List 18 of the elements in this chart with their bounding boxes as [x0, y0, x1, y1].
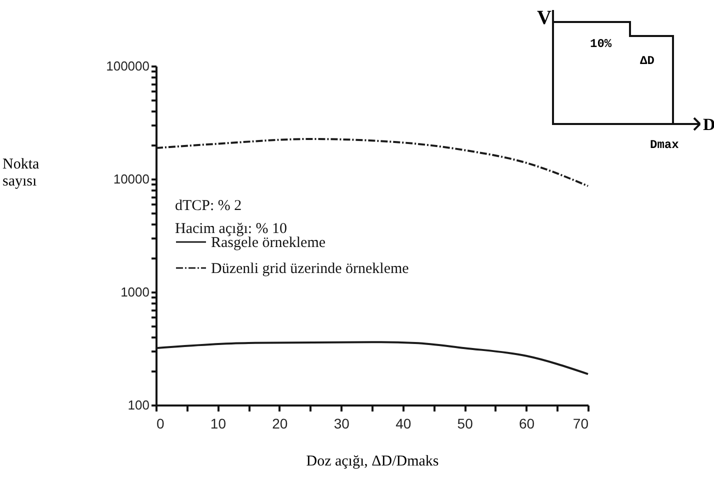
x-tick-label: 20	[272, 416, 288, 432]
y-tick-label: 10000	[113, 172, 150, 186]
x-tick-label: 70	[572, 416, 589, 432]
legend-label: Rasgele örnekleme	[211, 235, 326, 251]
annotation: dTCP: % 2	[175, 198, 242, 214]
annotation: Hacim açığı: % 10	[175, 221, 288, 237]
x-tick-label: 50	[457, 416, 474, 432]
x-tick-label: 60	[518, 416, 535, 432]
legend-label: Düzenli grid üzerinde örnekleme	[211, 261, 410, 277]
x-axis-title: Doz açığı, ΔD/Dmaks	[306, 454, 439, 470]
x-tick-label: 0	[156, 416, 164, 432]
y-tick-label: 100	[128, 398, 150, 412]
x-tick-label: 10	[210, 416, 226, 432]
y-tick-label: 100000	[106, 58, 150, 74]
y-tick-label: 1000	[120, 284, 150, 300]
y-axis-title: Nokta sayısı	[2, 156, 40, 190]
x-tick-label: 40	[396, 416, 412, 432]
x-tick-label: 30	[334, 416, 350, 432]
